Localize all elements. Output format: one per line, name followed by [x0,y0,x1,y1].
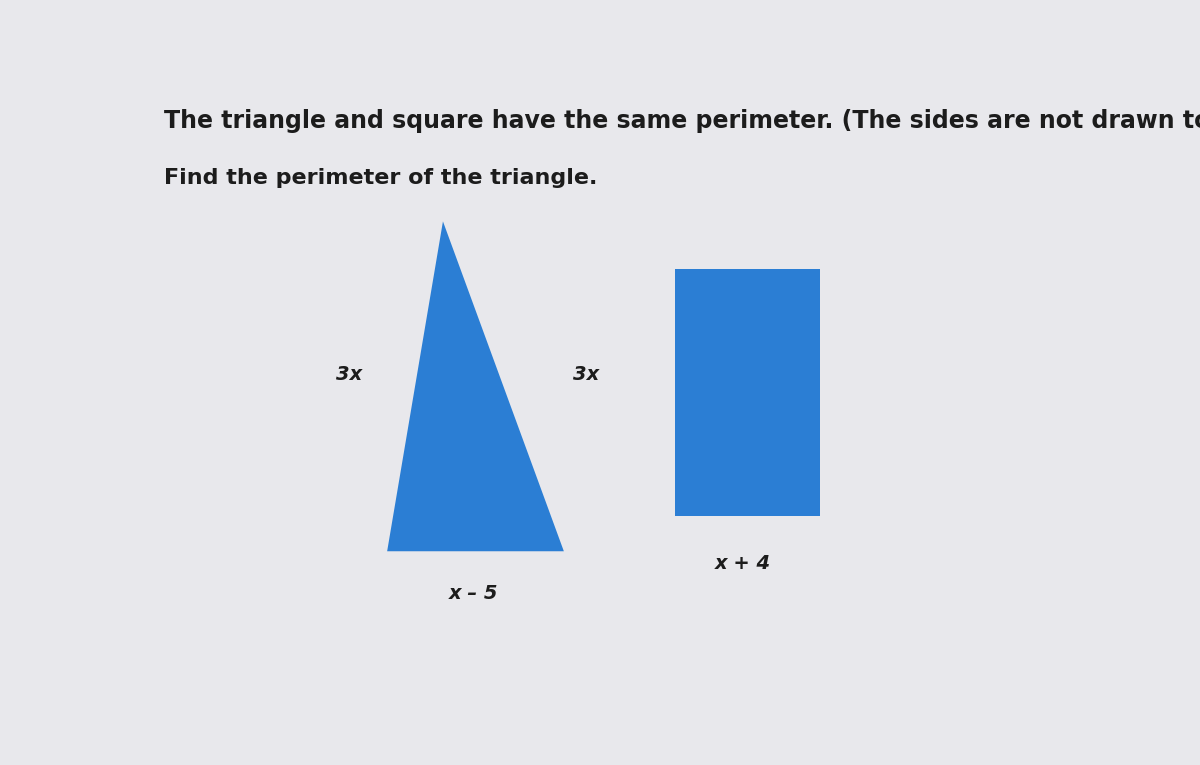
Text: x + 4: x + 4 [714,554,770,573]
Text: 3x: 3x [574,365,600,384]
Polygon shape [388,221,564,552]
FancyBboxPatch shape [676,269,820,516]
Text: x – 5: x – 5 [449,584,498,603]
Text: The triangle and square have the same perimeter. (The sides are not drawn to sca: The triangle and square have the same pe… [164,109,1200,133]
Text: 3x: 3x [336,365,362,384]
Text: Find the perimeter of the triangle.: Find the perimeter of the triangle. [164,168,598,188]
